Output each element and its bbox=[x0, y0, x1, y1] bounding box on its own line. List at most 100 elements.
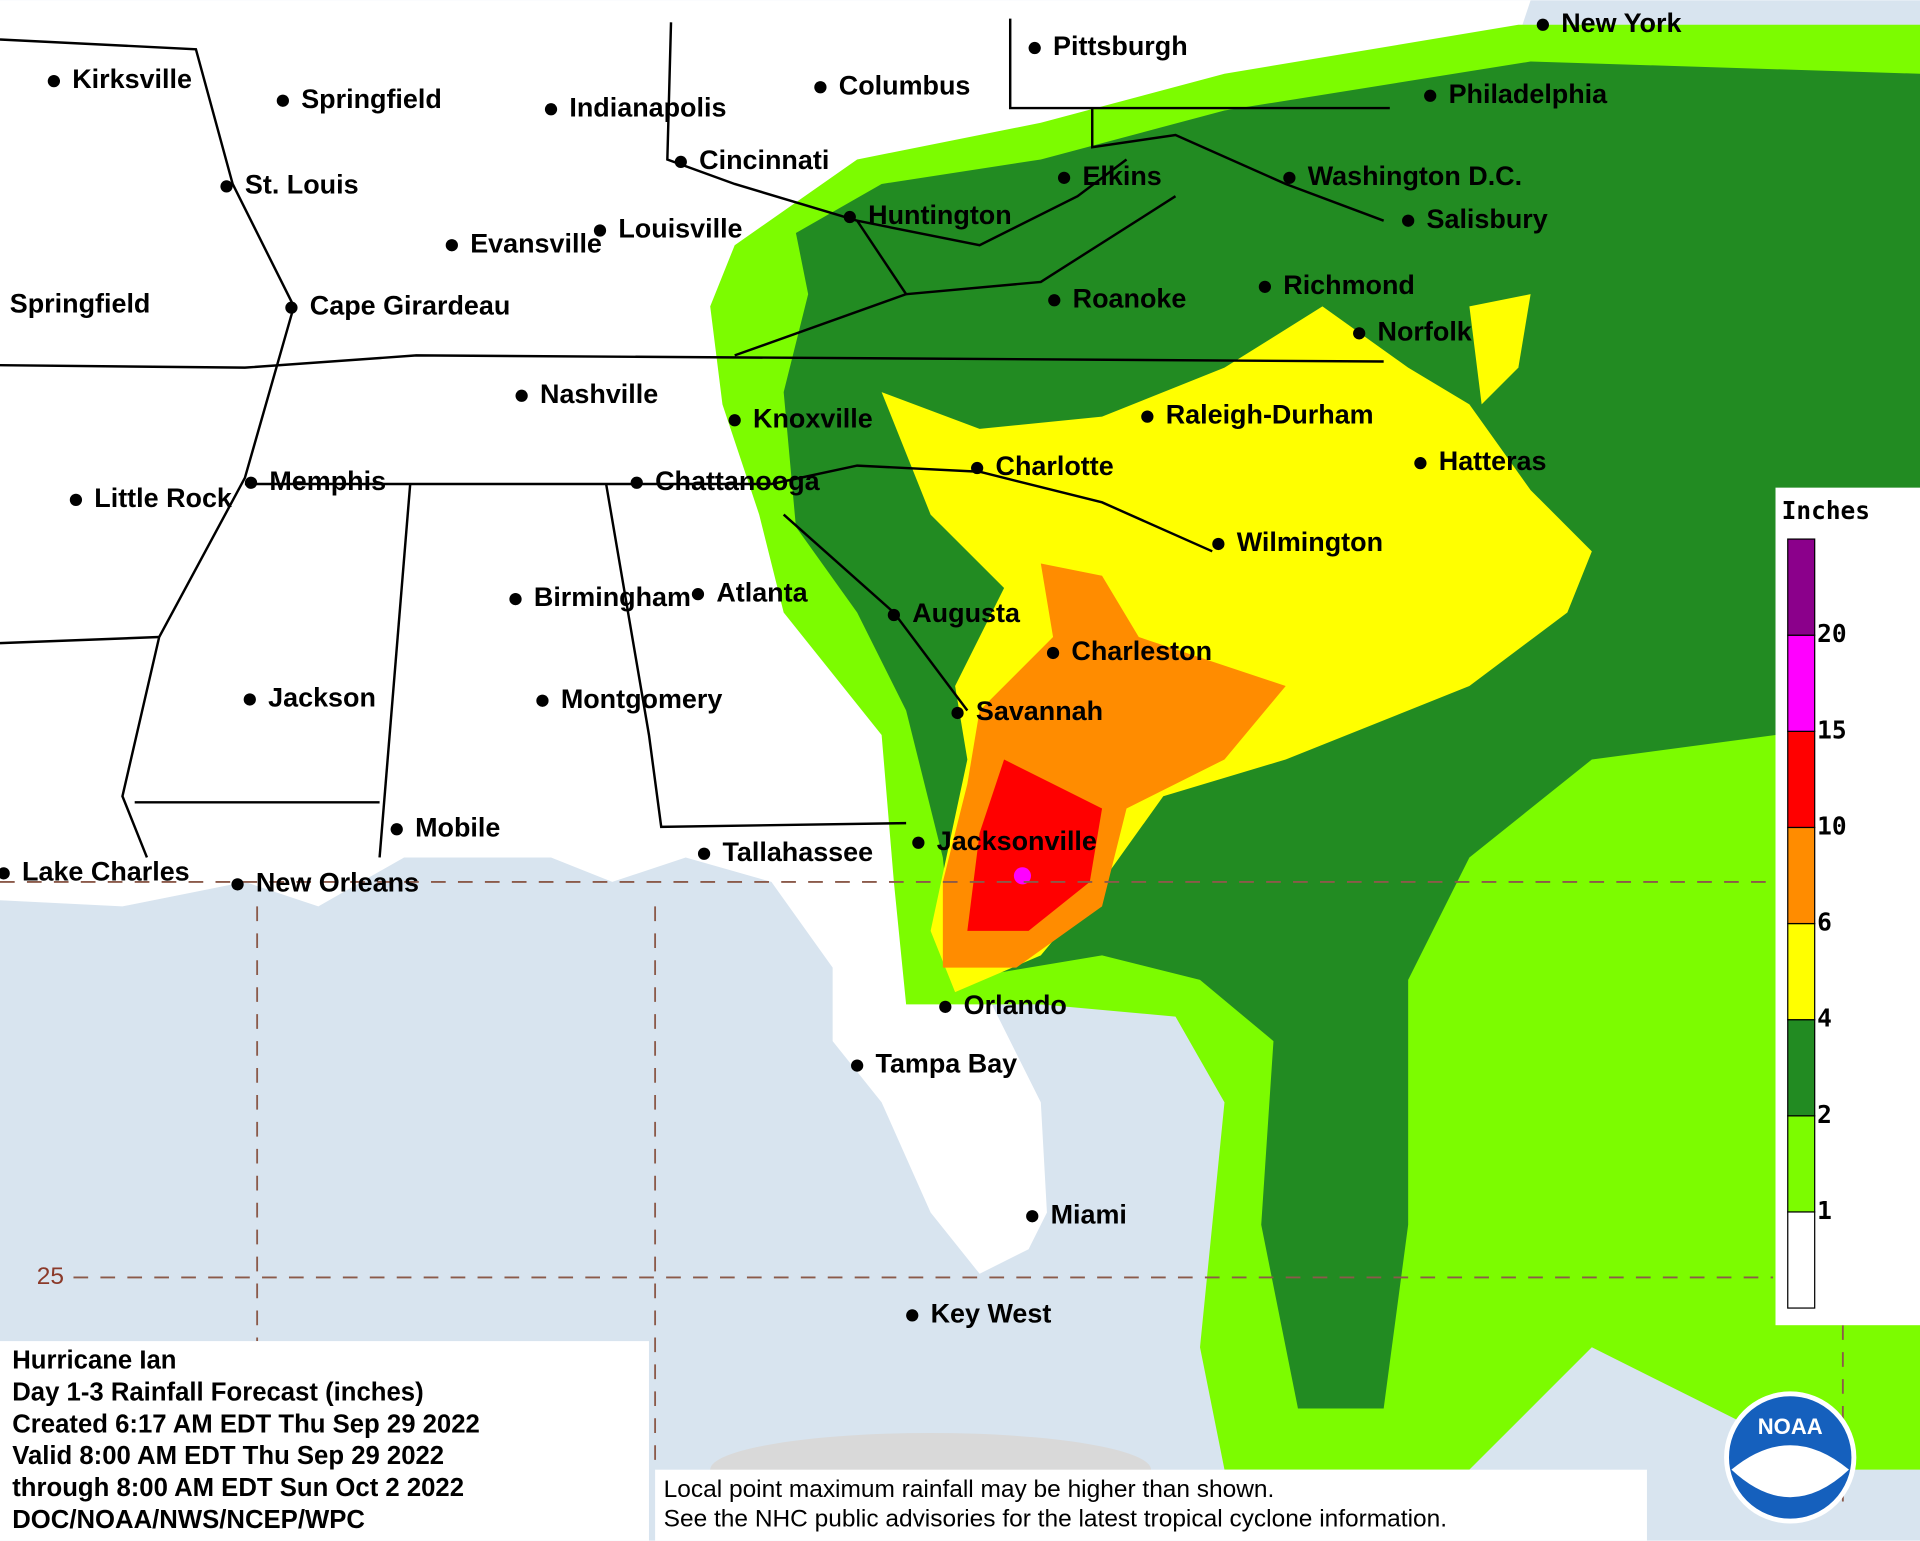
city-dot bbox=[843, 210, 856, 224]
info-line: through 8:00 AM EDT Sun Oct 2 2022 bbox=[12, 1474, 464, 1502]
city-label: Charleston bbox=[1071, 636, 1212, 666]
city-dot bbox=[536, 694, 549, 707]
state-border bbox=[0, 38, 296, 858]
info-line: Hurricane Ian bbox=[12, 1347, 176, 1375]
city-dot bbox=[697, 847, 711, 860]
city-dot bbox=[69, 493, 83, 507]
state-border bbox=[604, 483, 907, 829]
city-label: Richmond bbox=[1283, 270, 1415, 300]
city-dot bbox=[906, 1309, 919, 1322]
city-dot bbox=[887, 608, 900, 622]
city-dot bbox=[1536, 18, 1549, 31]
city-label: Wilmington bbox=[1237, 527, 1383, 557]
city-label: Columbus bbox=[839, 70, 971, 100]
legend: 1 2 4 6 10 15 20 bbox=[1787, 538, 1847, 1309]
rainfall-areas bbox=[710, 24, 1920, 1470]
info-text: Hurricane Ian Day 1-3 Rainfall Forecast (… bbox=[12, 1347, 480, 1534]
city-dot bbox=[1283, 171, 1296, 184]
city-label: Evansville bbox=[470, 228, 602, 258]
state-border bbox=[906, 195, 1177, 296]
cities: Kirksville Springfield Indianapolis Columbu… bbox=[0, 8, 1681, 1329]
legend-swatch bbox=[1787, 1115, 1816, 1213]
city-dot bbox=[630, 476, 643, 489]
city-dot bbox=[244, 476, 258, 489]
rainfall-area bbox=[967, 759, 1103, 931]
state-border bbox=[1091, 108, 1385, 222]
city-dot bbox=[285, 301, 298, 314]
city-dot bbox=[691, 588, 705, 601]
city-label: Elkins bbox=[1082, 161, 1161, 191]
city-dot bbox=[814, 81, 827, 94]
city-label: Atlanta bbox=[716, 577, 808, 607]
legend-tick-label: 10 bbox=[1817, 811, 1846, 840]
city-label: Chattanooga bbox=[655, 466, 821, 496]
city-dot bbox=[593, 224, 607, 237]
city-dot bbox=[1424, 89, 1437, 102]
legend-tick-label: 20 bbox=[1817, 619, 1846, 648]
city-dot bbox=[971, 461, 984, 475]
borders bbox=[0, 18, 1390, 858]
city-label: Philadelphia bbox=[1449, 79, 1609, 109]
city-dot bbox=[851, 1059, 864, 1072]
city-dot bbox=[939, 1000, 952, 1013]
city-label: Salisbury bbox=[1427, 204, 1548, 234]
city-label: Nashville bbox=[540, 379, 658, 409]
city-label: Miami bbox=[1051, 1199, 1127, 1229]
state-border bbox=[666, 22, 909, 357]
city-label: Jacksonville bbox=[937, 826, 1097, 856]
state-border bbox=[0, 354, 1384, 369]
legend-swatch bbox=[1787, 826, 1816, 925]
rainfall-peak bbox=[1013, 867, 1032, 885]
city-dot bbox=[1353, 327, 1366, 340]
city-dot bbox=[220, 180, 233, 193]
legend-swatch bbox=[1787, 1211, 1816, 1309]
rainfall-area bbox=[783, 61, 1920, 1409]
city-dot bbox=[1046, 646, 1060, 660]
city-label: Charlotte bbox=[996, 451, 1114, 481]
city-label: Little Rock bbox=[94, 483, 232, 513]
city-label: Springfield bbox=[301, 84, 442, 114]
city-dot bbox=[0, 867, 10, 880]
city-dot bbox=[231, 878, 244, 891]
rainfall-area bbox=[1469, 294, 1531, 405]
legend-tick-label: 2 bbox=[1817, 1100, 1832, 1129]
city-label: Knoxville bbox=[753, 403, 873, 433]
city-label: Washington D.C. bbox=[1308, 161, 1522, 191]
city-dot bbox=[912, 836, 925, 849]
legend-swatch bbox=[1787, 634, 1816, 732]
city-label: Huntington bbox=[868, 200, 1012, 230]
legend-swatch bbox=[1787, 1019, 1816, 1117]
city-dot bbox=[515, 389, 528, 402]
city-label: Pittsburgh bbox=[1053, 31, 1188, 61]
city-dot bbox=[728, 414, 741, 427]
city-label: Jackson bbox=[268, 683, 376, 713]
footnote-line: Local point maximum rainfall may be high… bbox=[664, 1476, 1275, 1503]
city-label: St. Louis bbox=[245, 170, 359, 200]
city-label: Memphis bbox=[269, 466, 386, 496]
city-dot bbox=[1212, 537, 1225, 551]
city-label: Birmingham bbox=[534, 582, 691, 612]
legend-tick-label: 4 bbox=[1817, 1004, 1832, 1033]
legend-tick-label: 1 bbox=[1817, 1196, 1832, 1225]
footnote-box bbox=[655, 1469, 1647, 1541]
city-label: Tallahassee bbox=[722, 837, 873, 867]
info-line: Valid 8:00 AM EDT Thu Sep 29 2022 bbox=[12, 1442, 444, 1470]
footnote-line: See the NHC public advisories for the la… bbox=[664, 1505, 1447, 1532]
info-line: DOC/NOAA/NWS/NCEP/WPC bbox=[12, 1506, 365, 1534]
city-label: Augusta bbox=[912, 598, 1021, 628]
city-dot bbox=[47, 74, 60, 88]
city-dot bbox=[1141, 410, 1154, 423]
city-dot bbox=[445, 239, 458, 252]
city-label: Indianapolis bbox=[569, 92, 726, 122]
noaa-logo-wave bbox=[1731, 1445, 1849, 1498]
city-dot bbox=[1414, 457, 1427, 470]
city-dot bbox=[1028, 41, 1041, 55]
info-line: Day 1-3 Rainfall Forecast (inches) bbox=[12, 1379, 423, 1407]
legend-swatch bbox=[1787, 538, 1816, 636]
city-label: Springfield bbox=[10, 288, 151, 318]
city-label: Hatteras bbox=[1439, 446, 1547, 476]
city-dot bbox=[390, 823, 403, 836]
city-dot bbox=[544, 103, 558, 116]
city-label: New Orleans bbox=[256, 867, 419, 897]
